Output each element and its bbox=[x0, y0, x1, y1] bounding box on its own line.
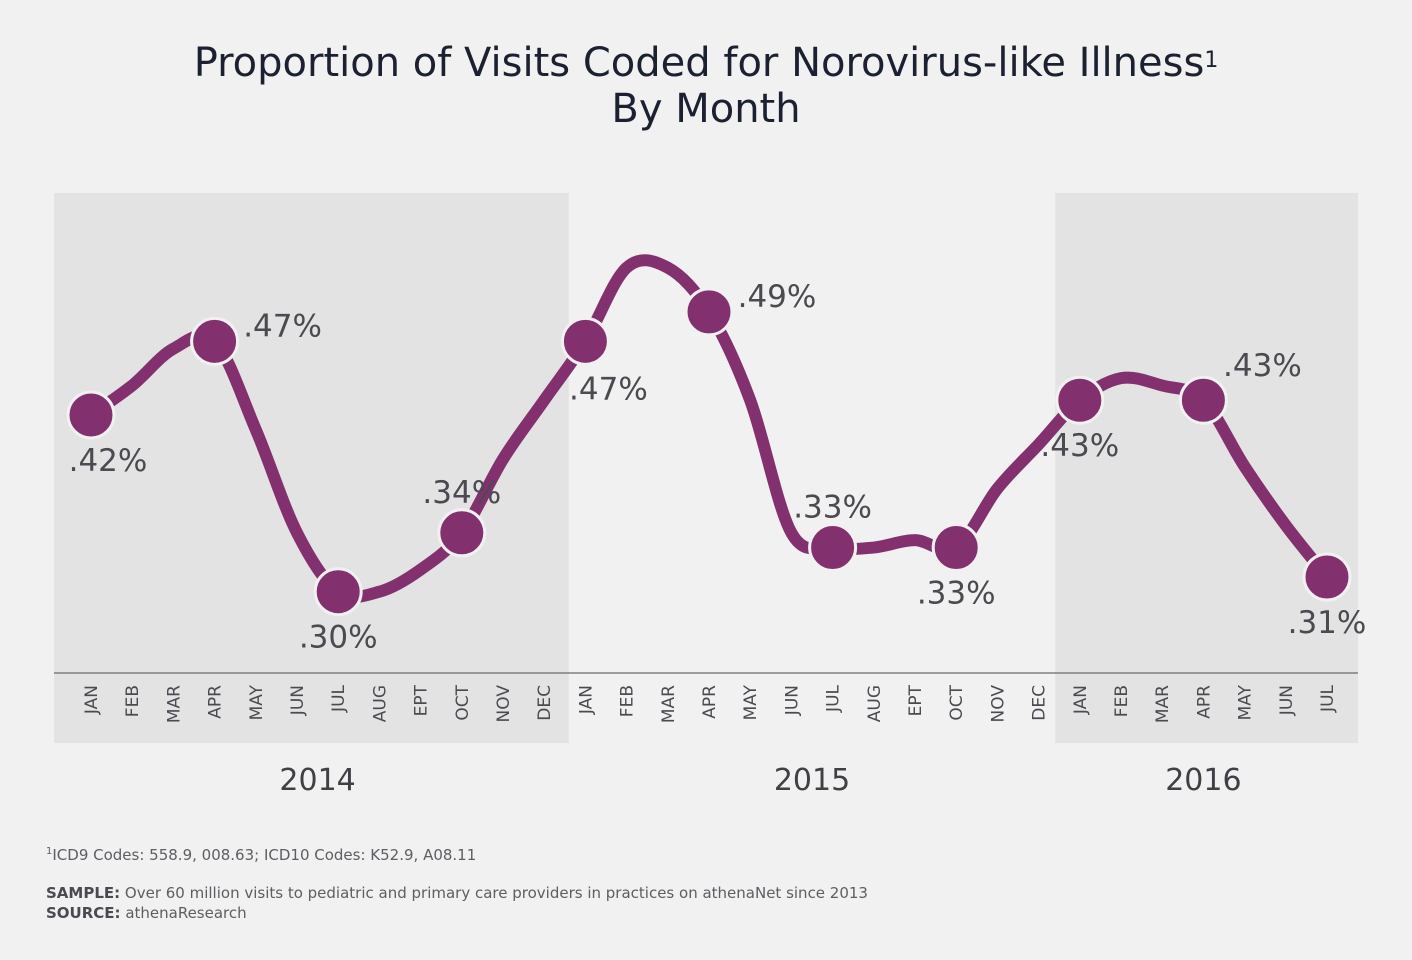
x-tick-label: JUL bbox=[1318, 684, 1338, 712]
data-label: .49% bbox=[738, 279, 817, 315]
data-point bbox=[560, 316, 610, 366]
data-point bbox=[190, 316, 240, 366]
footnote-text: ICD9 Codes: 558.9, 008.63; ICD10 Codes: … bbox=[52, 846, 477, 864]
x-tick-label: NOV bbox=[494, 685, 514, 723]
x-tick-label: MAR bbox=[164, 685, 184, 723]
data-point bbox=[1302, 552, 1352, 602]
source-label: SOURCE: bbox=[46, 904, 121, 922]
year-label: 2016 bbox=[1165, 763, 1241, 798]
x-tick-label: APR bbox=[700, 685, 720, 719]
sample-text: Over 60 million visits to pediatric and … bbox=[120, 884, 868, 902]
year-band-2016 bbox=[1055, 193, 1358, 743]
x-tick-label: AUG bbox=[370, 685, 390, 722]
x-tick-label: MAR bbox=[1153, 685, 1173, 723]
data-label: .34% bbox=[422, 475, 501, 511]
x-tick-label: MAY bbox=[247, 684, 267, 720]
data-point bbox=[313, 567, 363, 617]
data-point bbox=[931, 523, 981, 573]
data-point bbox=[1178, 375, 1228, 425]
data-point bbox=[808, 523, 858, 573]
footnote-marker: 1 bbox=[46, 846, 53, 857]
year-label: 2014 bbox=[279, 763, 355, 798]
title-line-2: By Month bbox=[611, 86, 801, 132]
x-tick-label: JUN bbox=[1277, 685, 1297, 716]
x-tick-label: JUL bbox=[824, 684, 844, 712]
x-tick-label: FEB bbox=[123, 685, 143, 717]
x-tick-label: APR bbox=[206, 685, 226, 719]
x-tick-label: OCT bbox=[453, 684, 473, 720]
x-tick-label: EPT bbox=[412, 684, 432, 716]
x-tick-label: APR bbox=[1194, 685, 1214, 719]
footnote: 1ICD9 Codes: 558.9, 008.63; ICD10 Codes:… bbox=[46, 846, 476, 864]
x-tick-label: EPT bbox=[906, 684, 926, 716]
x-tick-label: DEC bbox=[535, 685, 555, 721]
x-tick-label: JAN bbox=[576, 685, 596, 715]
x-tick-label: JAN bbox=[1071, 685, 1091, 715]
x-tick-label: NOV bbox=[988, 685, 1008, 723]
data-label: .42% bbox=[69, 443, 148, 479]
x-tick-label: FEB bbox=[1112, 685, 1132, 717]
data-label: .31% bbox=[1288, 605, 1367, 641]
x-tick-label: JAN bbox=[82, 685, 102, 715]
data-label: .43% bbox=[1223, 348, 1302, 384]
data-label: .47% bbox=[243, 308, 322, 344]
data-point bbox=[66, 390, 116, 440]
data-point bbox=[684, 287, 734, 337]
data-label: .43% bbox=[1040, 428, 1119, 464]
year-band-2014 bbox=[54, 193, 569, 743]
sample-label: SAMPLE: bbox=[46, 884, 121, 902]
x-tick-label: MAY bbox=[741, 684, 761, 720]
data-label: .33% bbox=[793, 490, 872, 526]
x-tick-label: MAY bbox=[1236, 684, 1256, 720]
sample-note: SAMPLE: Over 60 million visits to pediat… bbox=[46, 884, 868, 902]
title-line-1: Proportion of Visits Coded for Norovirus… bbox=[193, 40, 1205, 86]
source-note: SOURCE: athenaResearch bbox=[46, 904, 247, 922]
x-tick-label: FEB bbox=[618, 685, 638, 717]
x-tick-label: DEC bbox=[1030, 685, 1050, 721]
x-tick-label: JUL bbox=[329, 684, 349, 712]
year-label: 2015 bbox=[774, 763, 850, 798]
x-tick-label: MAR bbox=[659, 685, 679, 723]
x-tick-label: JUN bbox=[782, 685, 802, 716]
x-tick-label: JUN bbox=[288, 685, 308, 716]
source-text: athenaResearch bbox=[120, 904, 247, 922]
title-footnote-marker: 1 bbox=[1204, 48, 1219, 73]
data-point bbox=[1055, 375, 1105, 425]
x-tick-label: AUG bbox=[865, 685, 885, 722]
data-point bbox=[437, 508, 487, 558]
data-label: .30% bbox=[299, 620, 378, 656]
data-label: .33% bbox=[917, 576, 996, 612]
x-tick-label: OCT bbox=[947, 684, 967, 720]
chart-title: Proportion of Visits Coded for Norovirus… bbox=[0, 40, 1412, 132]
data-label: .47% bbox=[569, 371, 648, 407]
